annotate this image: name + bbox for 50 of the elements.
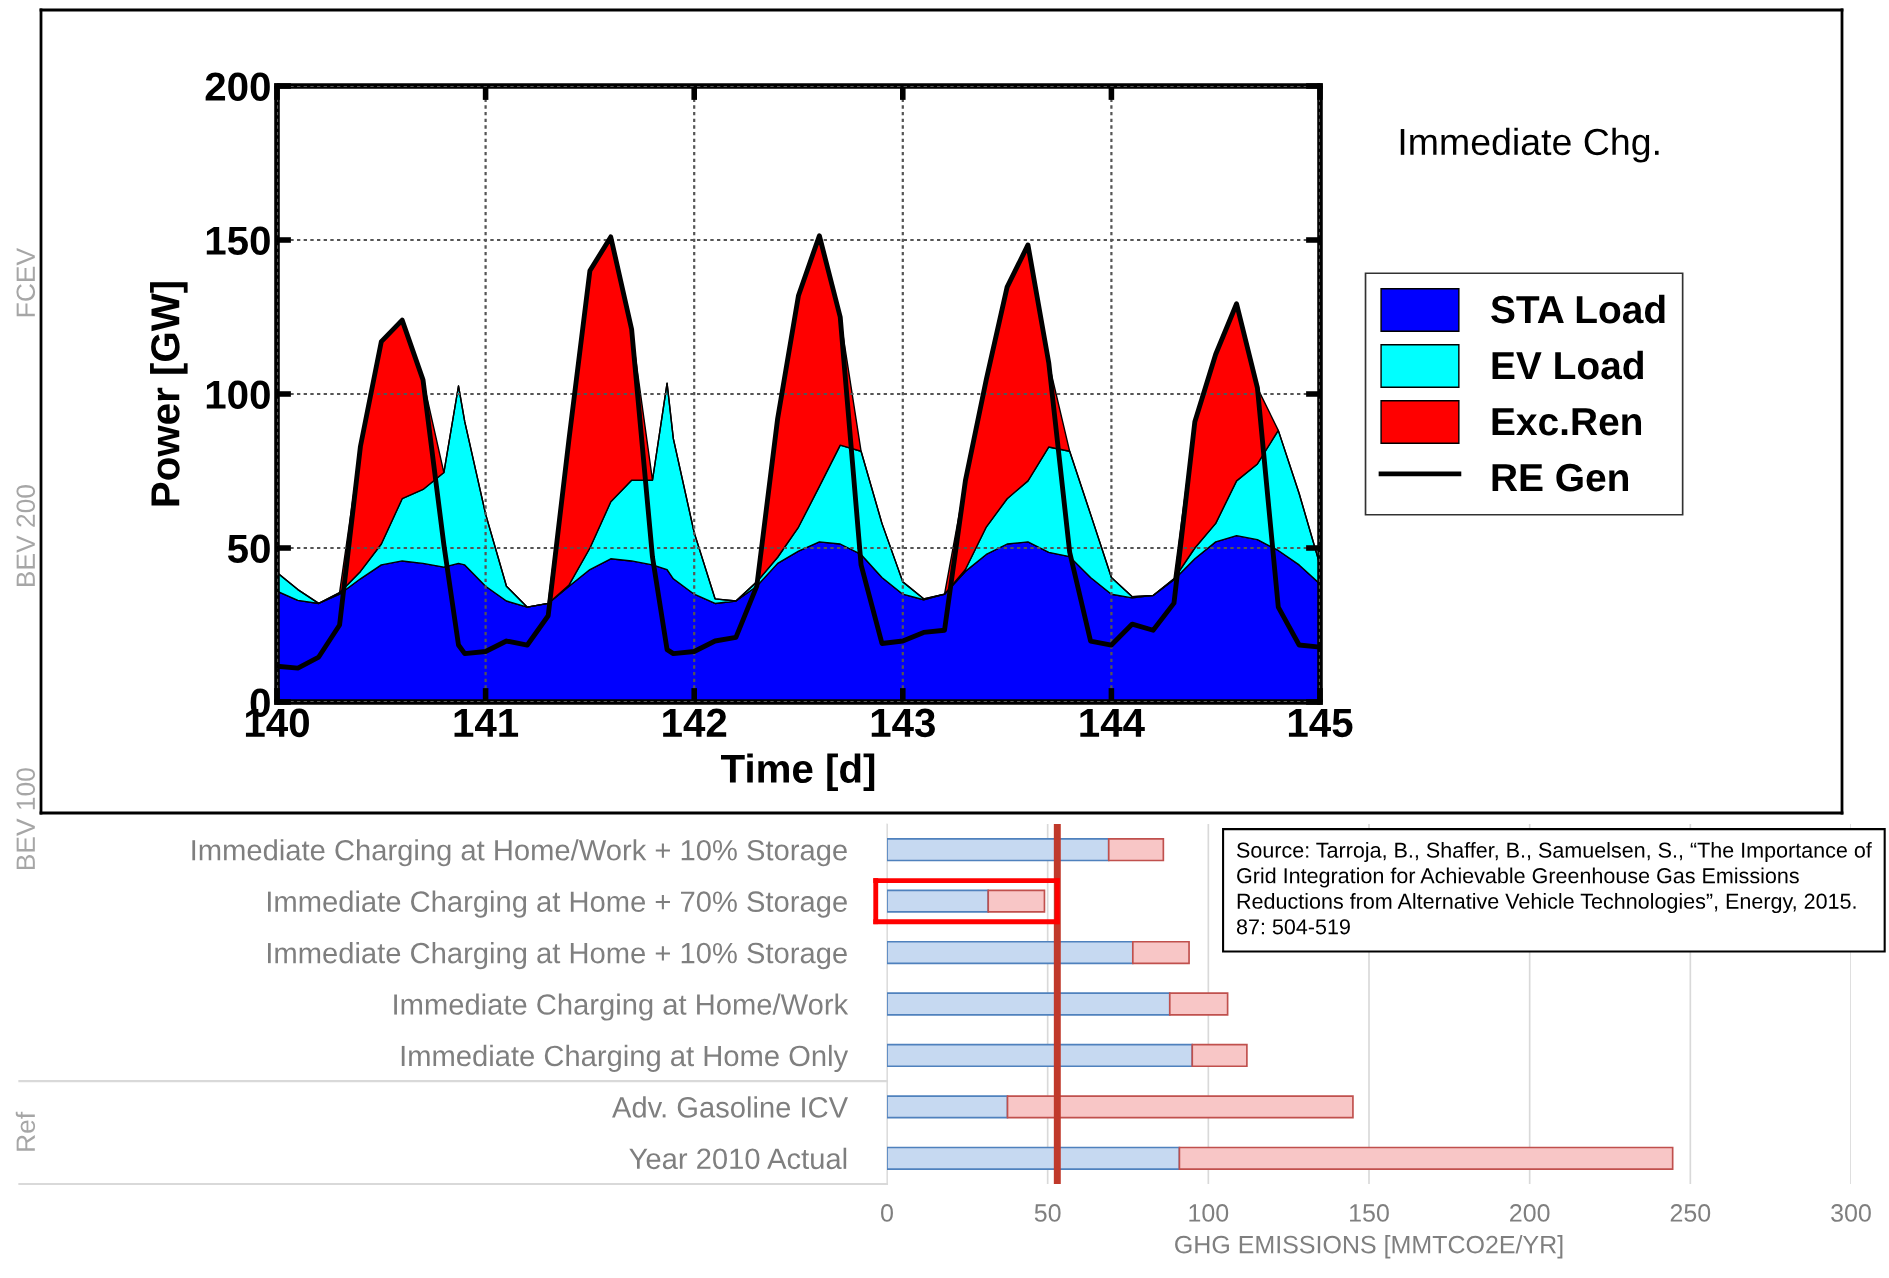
text: Immediate Chg. [1400, 127, 1659, 163]
x-axis-title: Time [d] [721, 753, 875, 791]
x-tick-label: 144 [1080, 709, 1145, 737]
text: BEV 100 [16, 768, 36, 870]
bar [1131, 940, 1190, 965]
x-tick-label: 200 [1510, 1204, 1550, 1222]
bar [887, 1043, 1194, 1068]
x-tick-label: 145 [1288, 709, 1353, 738]
text: FCEV [16, 248, 36, 317]
legend-label: Exc.Ren [1492, 408, 1642, 436]
y-tick-label: Immediate Charging at Home/Work [394, 993, 849, 1021]
bar [987, 889, 1046, 913]
legend-label: EV Load [1492, 350, 1643, 380]
x-axis-title: GHG EMISSIONS [MMTCO2E/YR] [1175, 1235, 1563, 1259]
x-tick-label: 250 [1670, 1204, 1711, 1222]
y-tick-label: Immediate Charging at Home + 70% Storage [268, 890, 847, 918]
x-tick-label: 150 [1350, 1204, 1389, 1222]
x-tick-label: 300 [1831, 1204, 1871, 1222]
bar [887, 889, 990, 913]
y-tick-label: Year 2010 Actual [629, 1147, 847, 1170]
x-tick-label: 100 [1189, 1204, 1229, 1222]
text: BEV 200 [16, 485, 36, 587]
x-tick-label: 50 [1034, 1204, 1061, 1222]
x-tick-label: 0 [881, 1204, 893, 1222]
bar [887, 1146, 1181, 1170]
text: Ref [15, 1111, 36, 1151]
bar [887, 940, 1134, 965]
bar [1191, 1043, 1248, 1068]
bar [1107, 838, 1165, 862]
y-tick-label: Immediate Charging at Home Only [401, 1044, 849, 1073]
legend-label: RE Gen [1492, 463, 1629, 492]
y-axis-title: Power [GW] [150, 282, 188, 506]
bar [1168, 992, 1229, 1016]
bar [1178, 1146, 1674, 1170]
x-tick-label: 143 [871, 708, 935, 738]
bar [887, 1095, 1009, 1119]
annotation: Source: Tarroja, B., Shaffer, B., Samuelsen, S., “The Importance of Grid Integration for Achievable Greenhouse Gas Emissions Reductions from Alternative Vehicle Technologies”, Energy, 2015. 87: 504-519 [1236, 842, 1872, 935]
x-tick-label: 142 [663, 708, 727, 737]
y-tick-label: 100 [206, 380, 270, 409]
y-tick-label: 200 [205, 72, 270, 101]
bar [1006, 1095, 1354, 1119]
y-tick-label: Immediate Charging at Home/Work + 10% Storage [192, 839, 847, 867]
y-tick-label: 50 [227, 534, 270, 563]
y-tick-label: 150 [206, 226, 270, 255]
x-tick-label: 141 [454, 709, 519, 737]
bar [887, 992, 1171, 1016]
y-tick-label: Adv. Gasoline ICV [612, 1096, 848, 1118]
y-tick-label: Immediate Charging at Home + 10% Storage [268, 942, 847, 970]
legend-label: STA Load [1491, 294, 1665, 324]
bar [887, 838, 1110, 862]
